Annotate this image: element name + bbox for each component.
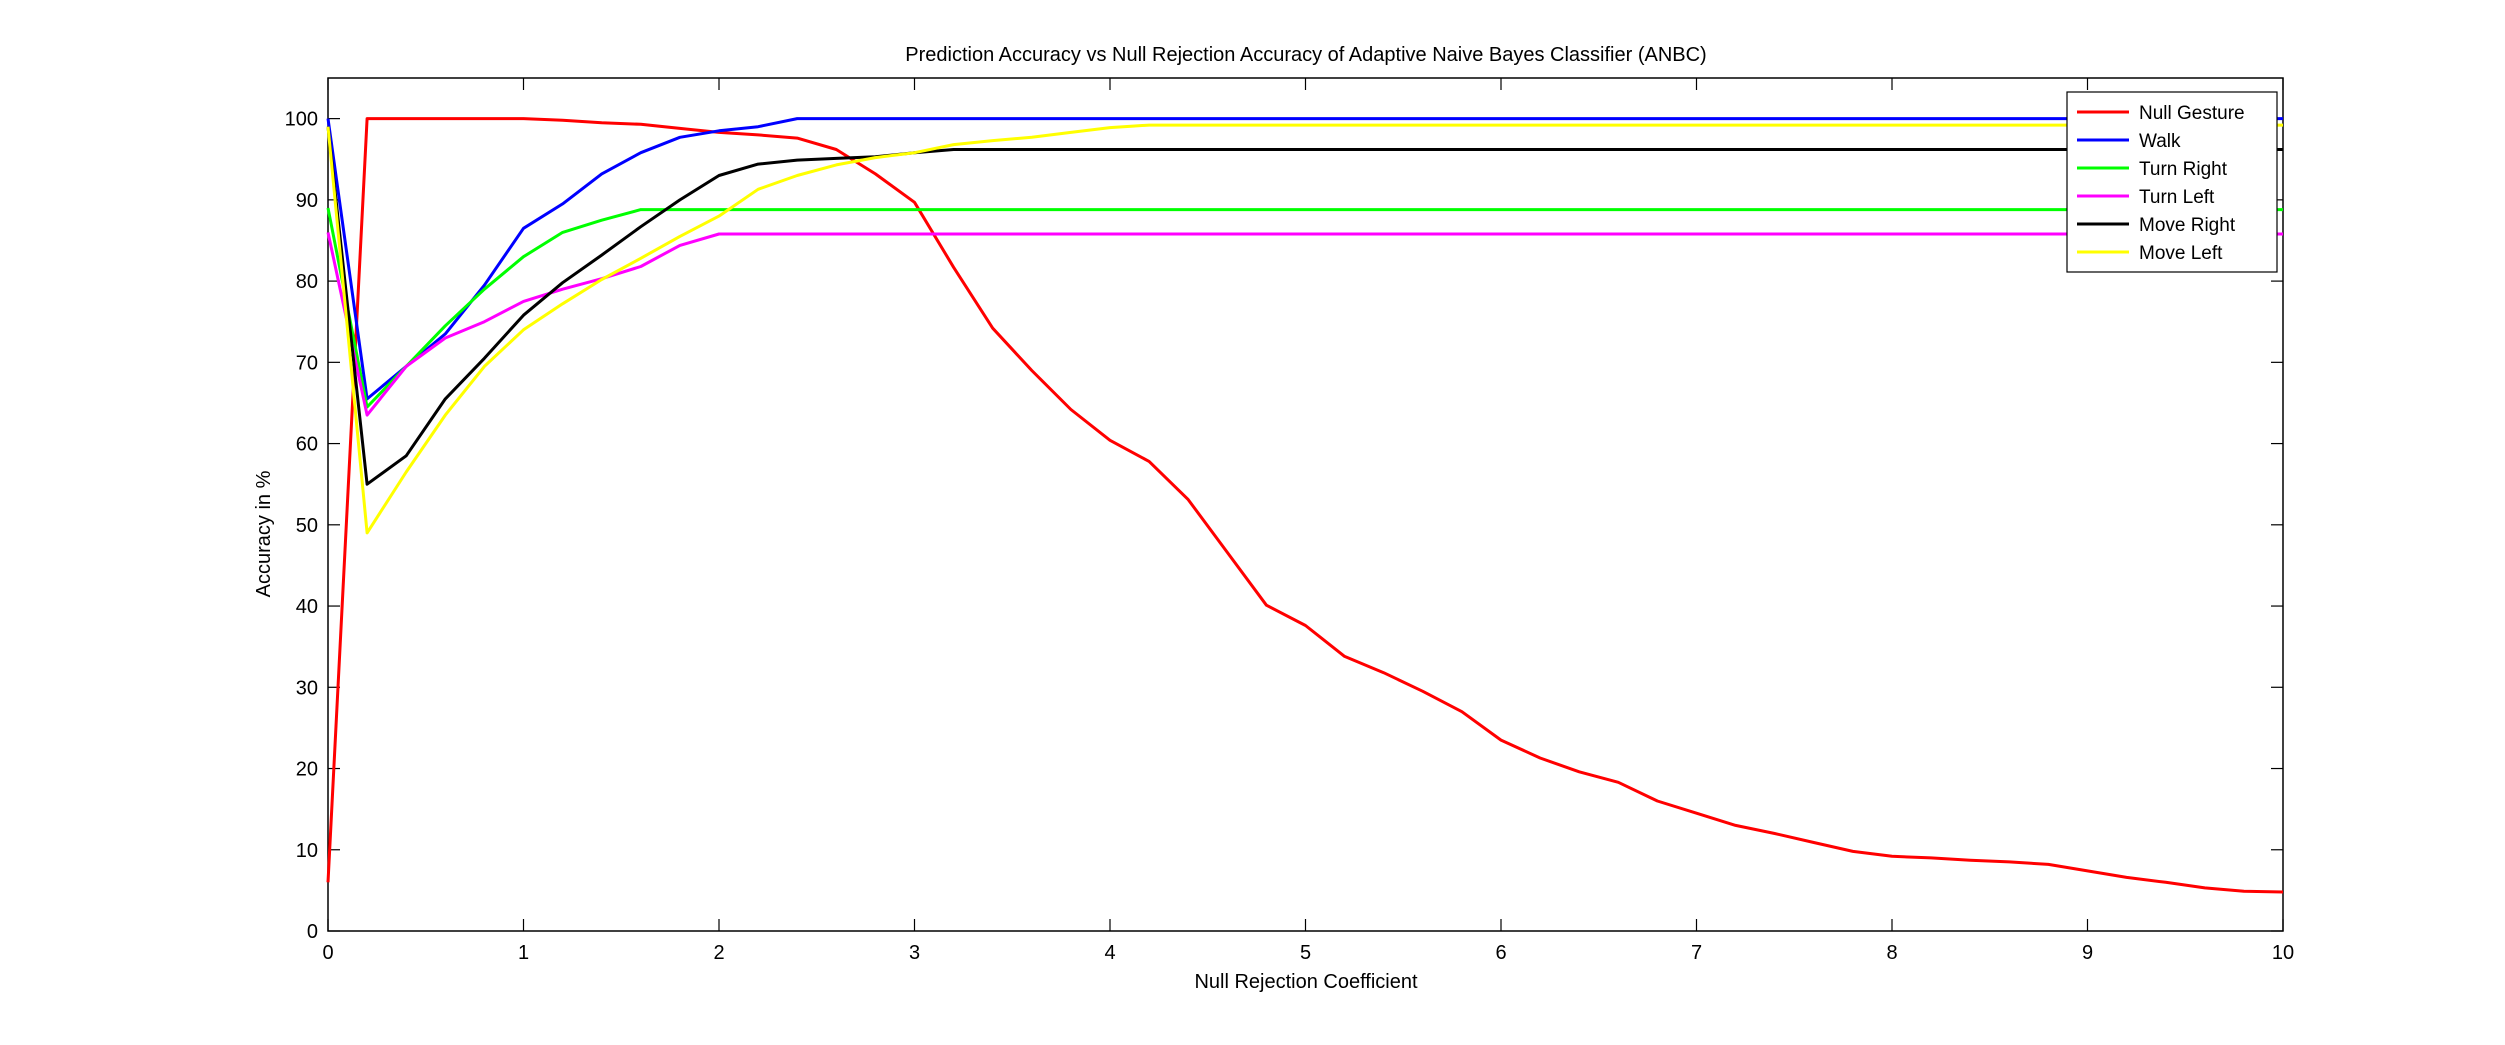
y-axis-label: Accuracy in % [253,470,275,597]
y-tick-label: 40 [296,596,318,618]
legend: Null Gesture Walk Turn Right Turn Left Move … [2066,91,2278,273]
legend-label-null-gesture: Null Gesture [2139,103,2245,124]
y-tick-label: 100 [285,109,318,131]
y-tick-label: 60 [296,434,318,456]
x-tick-label: 8 [1886,942,1897,964]
chart-title: Prediction Accuracy vs Null Rejection Ac… [905,44,1706,66]
legend-box [2066,91,2278,273]
x-tick-label: 1 [518,942,529,964]
legend-label-turn-right: Turn Right [2139,159,2228,180]
x-tick-label: 6 [1495,942,1506,964]
y-tick-label: 90 [296,190,318,212]
legend-label-walk: Walk [2139,131,2181,152]
legend-label-move-left: Move Left [2139,243,2223,264]
x-tick-label: 5 [1300,942,1311,964]
x-tick-label: 3 [909,942,920,964]
legend-label-move-right: Move Right [2139,215,2236,236]
series-line-move-left [326,123,2283,535]
y-tick-label: 30 [296,677,318,699]
y-tick-label: 80 [296,271,318,293]
x-axis-label: Null Rejection Coefficient [1194,971,1418,993]
x-tick-label: 9 [2082,942,2093,964]
x-tick-label: 0 [322,942,333,964]
y-tick-label: 50 [296,515,318,537]
x-tick-label: 7 [1691,942,1702,964]
y-tick-label: 0 [307,921,318,943]
legend-label-turn-left: Turn Left [2139,187,2215,208]
axes-box [327,77,2284,932]
x-tick-label: 2 [713,942,724,964]
x-tick-label: 4 [1104,942,1115,964]
y-tick-label: 10 [296,840,318,862]
series-line-null-gesture [326,117,2284,894]
series-line-turn-left [326,232,2283,417]
y-tick-label: 70 [296,352,318,374]
y-tick-label: 20 [296,759,318,781]
series-line-walk [326,117,2283,401]
x-tick-label: 10 [2272,942,2294,964]
